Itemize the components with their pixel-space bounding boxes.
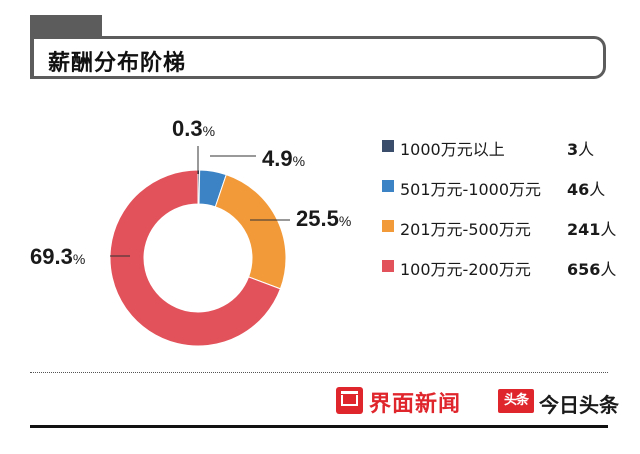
legend-count: 3人 — [567, 136, 594, 160]
percent-label: 4.9% — [262, 146, 305, 171]
legend-count-unit: 人 — [589, 180, 606, 199]
legend-count-value: 3 — [567, 140, 579, 159]
donut-slice — [109, 169, 282, 347]
legend-label: 201万元-500万元 — [400, 220, 531, 239]
jiemian-name: 界面新闻 — [369, 392, 462, 417]
legend-label: 1000万元以上 — [400, 140, 505, 159]
legend-count-unit: 人 — [600, 260, 617, 279]
legend-count-value: 46 — [567, 180, 590, 199]
donut-slice — [214, 174, 287, 290]
legend-count-unit: 人 — [578, 140, 595, 159]
legend-count-value: 241 — [567, 220, 601, 239]
title-box: 薪酬分布阶梯 — [30, 36, 606, 79]
legend-count-unit: 人 — [600, 220, 617, 239]
percent-label: 0.3% — [172, 116, 215, 141]
percent-labels: 0.3% 4.9% 25.5% 69.3% — [30, 116, 351, 269]
legend-count: 656人 — [567, 256, 616, 280]
legend-count: 241人 — [567, 216, 616, 240]
bottom-rule — [30, 425, 608, 428]
legend-item: 201万元-500万元 241人 — [382, 216, 622, 256]
legend-item: 501万元-1000万元 46人 — [382, 176, 622, 216]
legend-label: 501万元-1000万元 — [400, 180, 542, 199]
toutiao-logo-icon: 头条 — [498, 389, 534, 413]
toutiao-name: 今日头条 — [539, 393, 619, 417]
percent-label: 25.5% — [296, 206, 351, 231]
legend-swatch — [382, 220, 394, 232]
legend-label: 100万元-200万元 — [400, 260, 531, 279]
dotted-divider — [30, 372, 608, 373]
jiemian-logo-icon — [336, 387, 363, 414]
legend-count-value: 656 — [567, 260, 601, 279]
percent-label: 69.3% — [30, 244, 85, 269]
legend: 1000万元以上 3人 501万元-1000万元 46人 201万元-500万元… — [382, 136, 622, 296]
legend-count: 46人 — [567, 176, 605, 200]
leader-lines — [110, 146, 290, 257]
donut-chart: 0.3% 4.9% 25.5% 69.3% — [30, 116, 351, 347]
chart-title: 薪酬分布阶梯 — [48, 51, 187, 76]
legend-item: 100万元-200万元 656人 — [382, 256, 622, 296]
legend-swatch — [382, 140, 394, 152]
donut-slices — [109, 169, 287, 347]
legend-swatch — [382, 260, 394, 272]
legend-swatch — [382, 180, 394, 192]
legend-item: 1000万元以上 3人 — [382, 136, 622, 176]
